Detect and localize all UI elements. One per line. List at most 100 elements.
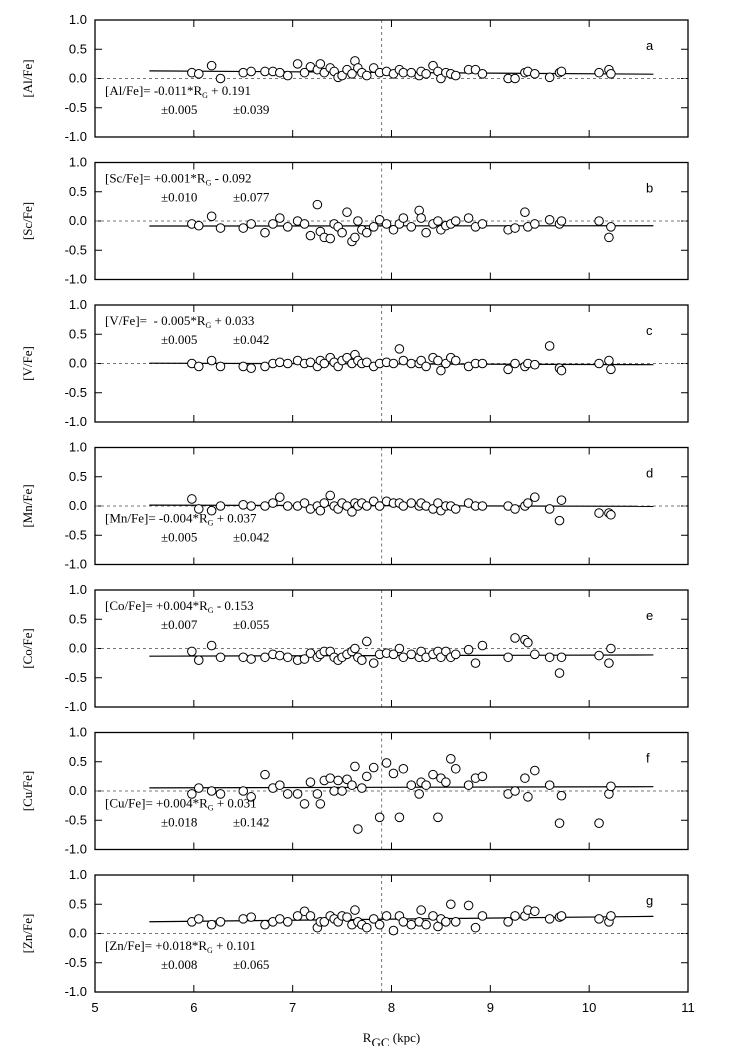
data-point	[260, 501, 270, 511]
data-point	[477, 69, 488, 79]
equation-text: [Mn/Fe]= -0.004*R	[105, 511, 208, 526]
data-point	[523, 498, 533, 508]
slope-error: ±0.008	[161, 957, 197, 972]
data-point	[503, 652, 513, 663]
data-point	[530, 492, 540, 503]
data-point	[282, 789, 293, 799]
data-point	[305, 648, 316, 658]
data-point	[325, 490, 336, 501]
data-point	[260, 227, 270, 238]
data-point	[374, 812, 385, 823]
y-axis-label: [Co/Fe]	[20, 628, 35, 668]
data-point	[246, 912, 256, 922]
data-point	[544, 72, 555, 83]
data-point	[246, 66, 256, 77]
data-point	[450, 216, 461, 226]
data-point	[398, 67, 409, 78]
y-tick-label: 0.0	[69, 498, 87, 513]
data-point	[325, 233, 336, 244]
data-point	[594, 67, 604, 78]
equation-text: [Zn/Fe]= +0.018*R	[105, 938, 207, 953]
equation-subscript: G	[207, 946, 213, 955]
data-point	[193, 504, 204, 514]
data-point	[282, 652, 293, 663]
data-point	[319, 498, 330, 508]
data-point	[554, 515, 565, 526]
panel: -1.0 -0.5 0.0 0.5 1.0 a [Al/Fe] [Al/Fe]= -0.011…	[20, 12, 689, 144]
y-tick-label: -1.0	[65, 414, 87, 429]
data-point	[246, 363, 256, 373]
intercept-error: ±0.042	[233, 332, 269, 347]
data-point	[260, 652, 270, 663]
data-point	[350, 905, 360, 915]
data-point	[446, 754, 456, 764]
data-point	[282, 222, 293, 232]
equation-text: + 0.101	[213, 938, 256, 953]
data-point	[361, 501, 372, 511]
y-tick-label: 0.5	[69, 326, 87, 341]
data-point	[477, 358, 488, 369]
data-point	[187, 789, 197, 799]
data-point	[329, 786, 339, 796]
panel-label: b	[646, 181, 653, 196]
data-point	[374, 919, 385, 930]
data-point	[361, 227, 372, 238]
data-point	[463, 780, 474, 790]
data-point	[268, 498, 278, 508]
y-tick-label: -0.5	[65, 242, 87, 257]
intercept-error: ±0.077	[233, 190, 270, 205]
x-tick-label: 6	[190, 1000, 197, 1015]
y-axis-label: [V/Fe]	[20, 346, 35, 381]
x-label-unit: (kpc)	[390, 1030, 421, 1045]
data-point	[421, 227, 431, 238]
x-tick-label: 10	[582, 1000, 596, 1015]
data-point	[594, 818, 604, 828]
data-point	[282, 358, 293, 369]
data-point	[594, 914, 604, 924]
data-point	[388, 358, 399, 369]
plot-frame	[94, 446, 689, 566]
panel-label: g	[646, 893, 653, 908]
data-point	[215, 789, 226, 799]
data-point	[368, 914, 379, 924]
data-point	[544, 504, 555, 514]
panel: -1.0 -0.5 0.0 0.5 1.0 c [V/Fe] [V/Fe]= - 0.005*…	[20, 297, 689, 429]
y-tick-label: 0.5	[69, 469, 87, 484]
data-point	[530, 69, 540, 79]
data-point	[416, 905, 426, 915]
y-axis-label: [Al/Fe]	[20, 59, 35, 97]
equation-subscript: G	[206, 321, 212, 330]
data-point	[206, 505, 217, 516]
y-tick-label: 0.0	[69, 783, 87, 798]
data-point	[450, 763, 461, 774]
data-point	[503, 917, 513, 927]
data-point	[361, 771, 372, 782]
data-point	[361, 636, 372, 647]
data-point	[606, 69, 616, 79]
equation-text: + 0.191	[208, 83, 251, 98]
data-point	[503, 364, 513, 375]
intercept-error: ±0.055	[233, 617, 269, 632]
data-point	[388, 649, 399, 660]
data-point	[238, 652, 249, 663]
intercept-error: ±0.039	[233, 102, 269, 117]
equation-text: - 0.153	[214, 598, 254, 613]
data-point	[398, 917, 409, 927]
data-point	[398, 355, 409, 366]
y-axis-label: [Zn/Fe]	[20, 914, 35, 954]
data-point	[238, 914, 249, 924]
data-point	[510, 504, 520, 514]
data-point	[282, 70, 293, 81]
data-point	[606, 781, 616, 792]
slope-error: ±0.005	[161, 530, 197, 545]
y-tick-label: 1.0	[69, 155, 87, 170]
data-point	[381, 219, 392, 229]
data-point	[441, 917, 451, 927]
y-tick-label: 0.5	[69, 754, 87, 769]
data-point	[246, 792, 256, 802]
data-point	[510, 73, 520, 84]
y-tick-label: -1.0	[65, 842, 87, 857]
data-point	[357, 783, 367, 793]
data-point	[450, 70, 461, 81]
data-point	[530, 649, 540, 660]
